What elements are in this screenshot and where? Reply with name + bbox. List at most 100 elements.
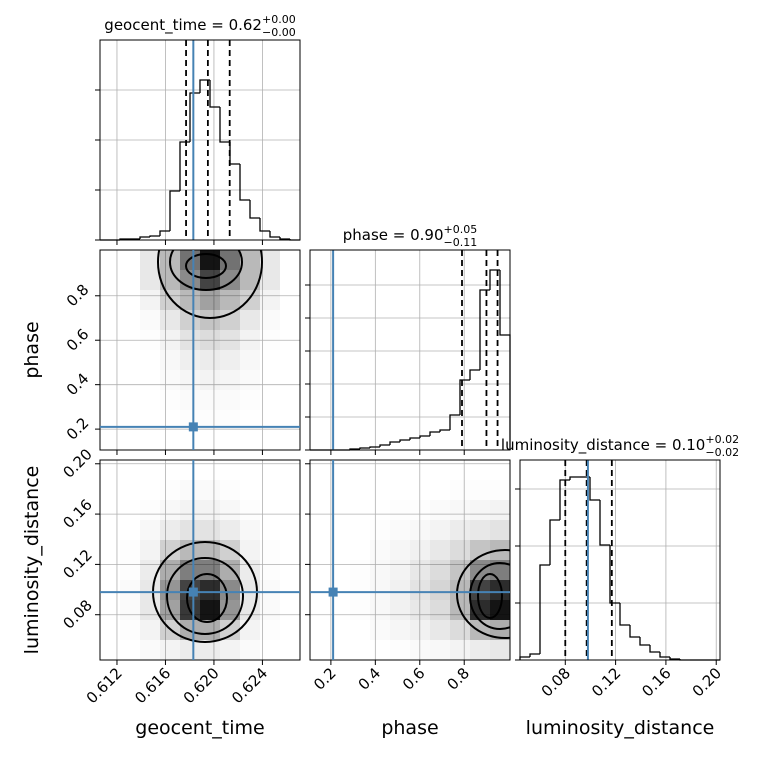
y-tick-label: 0.20 (59, 445, 95, 481)
density-cell (390, 580, 410, 600)
density-cell (140, 430, 160, 450)
y-axis-label: phase (21, 321, 43, 378)
density-cell (120, 430, 140, 450)
density-cell (200, 350, 220, 370)
density-cell (280, 430, 300, 450)
title-minus: −0.02 (705, 446, 739, 459)
density-cell (430, 620, 450, 640)
histogram-step (209, 80, 220, 108)
density-cell (180, 390, 200, 410)
density-cell (350, 560, 370, 580)
density-cell (390, 560, 410, 580)
density-cell (100, 370, 120, 390)
density-cell (100, 480, 120, 500)
density-cell (220, 520, 240, 540)
density-cell (220, 370, 240, 390)
density-cell (310, 600, 330, 620)
density-cell (120, 460, 140, 480)
density-cell (220, 390, 240, 410)
panel-frame (99, 249, 301, 451)
density-cell (100, 290, 120, 310)
density-cell (410, 640, 430, 660)
contour-group (157, 250, 263, 319)
density-cell (350, 460, 370, 480)
x-tick-label: 0.08 (538, 664, 574, 700)
density-cell (280, 520, 300, 540)
density-cell (100, 560, 120, 580)
x-tick-label: 0.4 (355, 664, 385, 694)
contour (169, 250, 243, 291)
histogram-step (459, 379, 470, 415)
density-cell (220, 620, 240, 640)
density-cell (450, 480, 470, 500)
density-cell (120, 520, 140, 540)
density-cell (260, 500, 280, 520)
density-cell (370, 540, 390, 560)
density-cell (390, 540, 410, 560)
density-cell (410, 620, 430, 640)
histogram-step (599, 500, 610, 546)
density-cell (100, 540, 120, 560)
density-cell (100, 330, 120, 350)
y-tick-label: 0.4 (63, 370, 93, 400)
density-cell (180, 370, 200, 390)
histogram-step (629, 625, 640, 638)
density-cell (140, 520, 160, 540)
density-cell (240, 480, 260, 500)
density-cell (260, 560, 280, 580)
title-minus: −0.11 (444, 236, 478, 249)
density-cell (120, 290, 140, 310)
title-text: geocent_time = 0.62 (104, 16, 262, 35)
truth-point (188, 587, 198, 597)
density-cell (200, 580, 220, 600)
density-cell (140, 560, 160, 580)
histogram-step (259, 218, 270, 232)
density-cell (410, 560, 430, 580)
density-cell (260, 640, 280, 660)
histogram-step (269, 231, 280, 238)
density-cell (180, 430, 200, 450)
density-cell (140, 310, 160, 330)
density-cell (160, 640, 180, 660)
density-cell (160, 520, 180, 540)
density-cell (220, 640, 240, 660)
contour (477, 573, 503, 619)
density-cell (490, 500, 510, 520)
density-cell (200, 640, 220, 660)
y-tick-label: 0.12 (59, 546, 95, 582)
density-cell (410, 540, 430, 560)
panel-title: phase = 0.90+0.05 −0.11 (343, 223, 478, 249)
density-cell (140, 640, 160, 660)
density-cell (200, 270, 220, 290)
density-cell (160, 500, 180, 520)
density-cell (490, 460, 510, 480)
density-cell (450, 580, 470, 600)
density-cell (120, 330, 140, 350)
density-cell (280, 500, 300, 520)
density-cell (120, 500, 140, 520)
density-cell (240, 540, 260, 560)
density-cell (120, 270, 140, 290)
histogram-step (669, 657, 680, 660)
density-cell (410, 580, 430, 600)
density-cell (470, 620, 490, 640)
title-plus: +0.05 (444, 223, 478, 236)
density-cell (310, 540, 330, 560)
histogram-step (189, 92, 200, 142)
histogram-step (199, 79, 210, 93)
density-cell (350, 620, 370, 640)
density-cell (450, 640, 470, 660)
x-tick-label: 0.612 (83, 664, 126, 707)
density-cell (220, 580, 240, 600)
density-cell (310, 640, 330, 660)
density-cell (280, 250, 300, 270)
density-cell (470, 460, 490, 480)
density-cell (120, 350, 140, 370)
density-cell (280, 560, 300, 580)
density-cell (120, 600, 140, 620)
density-cell (120, 310, 140, 330)
density-cell (310, 560, 330, 580)
title-text: luminosity_distance = 0.10 (501, 436, 705, 455)
density-cell (260, 430, 280, 450)
